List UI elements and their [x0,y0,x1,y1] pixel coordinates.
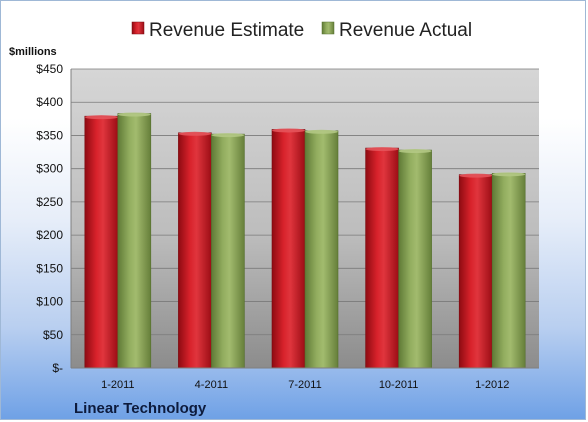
y-tick-label: $150 [36,261,63,275]
x-tick-label: 7-2011 [288,379,321,391]
y-tick-label: $- [52,361,63,375]
y-tick-label: $200 [36,228,63,242]
bar-estimate [271,129,306,369]
bar-estimate-cap [84,115,118,120]
bar-estimate [178,132,212,369]
bar-actual [304,130,339,369]
bar-estimate-cap [272,128,305,133]
x-tick-labels: 1-2011 4-2011 7-2011 10-2011 1-2012 [101,379,509,391]
legend-label-estimate: Revenue Estimate [149,20,304,41]
y-tick-label: $400 [36,95,63,109]
legend: Revenue Estimate Revenue Actual [131,20,472,41]
bar-actual-cap [117,112,151,117]
x-tick-label: 4-2011 [195,379,228,391]
y-axis-unit-label: $millions [9,46,57,58]
bar-actual [398,149,432,369]
y-tick-label: $50 [43,328,63,342]
legend-swatch-estimate [131,21,145,35]
bar-actual-cap [211,133,245,138]
bar-actual-cap [305,129,338,134]
y-tick-label: $350 [36,128,63,142]
x-tick-label: 1-2012 [475,379,509,391]
bar-actual [211,133,245,369]
bar-estimate [84,115,119,369]
bar-actual [117,113,152,369]
y-tick-label: $450 [36,62,63,76]
bar-estimate-cap [459,173,493,178]
y-tick-label: $100 [36,295,63,309]
bar-estimate [458,174,493,369]
bar-estimate-cap [365,147,399,152]
bar-actual-cap [492,172,526,177]
bar-estimate-cap [178,131,212,136]
y-tick-label: $300 [36,162,63,176]
bar-estimate [365,147,399,369]
bars [84,112,526,369]
y-tick-label: $250 [36,195,63,209]
legend-label-actual: Revenue Actual [339,20,472,41]
company-label: Linear Technology [74,400,207,417]
y-tick-labels: $- $50 $100 $150 $200 $250 $300 $350 $400 $450 [36,62,63,375]
bar-actual-cap [398,149,432,154]
x-tick-label: 10-2011 [379,379,419,391]
legend-swatch-actual [321,21,335,35]
bar-actual [491,173,526,369]
x-tick-label: 1-2011 [101,379,134,391]
